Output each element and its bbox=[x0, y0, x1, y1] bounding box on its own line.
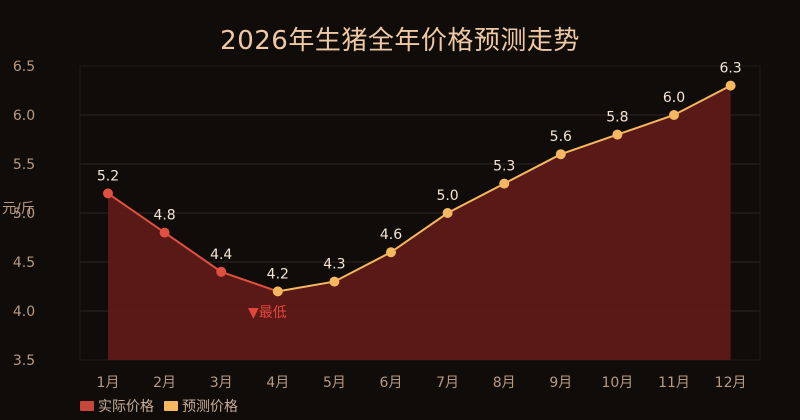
data-point bbox=[159, 227, 170, 238]
legend-label-actual: 实际价格 bbox=[98, 399, 154, 415]
x-tick-label: 4月 bbox=[266, 375, 289, 391]
area-fill bbox=[108, 85, 731, 360]
y-tick-label: 4.0 bbox=[13, 304, 35, 320]
data-point bbox=[216, 266, 227, 277]
data-point bbox=[499, 178, 510, 189]
data-point bbox=[272, 286, 283, 297]
data-point bbox=[386, 247, 396, 258]
data-point bbox=[612, 129, 623, 140]
x-tick-label: 2月 bbox=[153, 375, 176, 391]
data-point bbox=[103, 188, 113, 199]
y-tick-label: 3.5 bbox=[13, 353, 35, 369]
x-tick-label: 9月 bbox=[549, 375, 572, 391]
data-label: 5.2 bbox=[97, 168, 119, 184]
data-label: 4.4 bbox=[210, 247, 232, 263]
legend: 实际价格 预测价格 bbox=[80, 396, 238, 416]
lowest-annotation: ▼最低 bbox=[248, 305, 287, 321]
x-tick-label: 5月 bbox=[323, 375, 346, 391]
x-tick-label: 8月 bbox=[493, 375, 516, 391]
data-point bbox=[669, 110, 679, 120]
legend-swatch-actual bbox=[80, 401, 94, 411]
legend-item-actual[interactable]: 实际价格 bbox=[80, 396, 154, 416]
data-label: 5.8 bbox=[606, 110, 628, 126]
x-tick-label: 7月 bbox=[436, 375, 459, 391]
y-tick-label: 5.5 bbox=[13, 157, 35, 173]
data-label: 6.0 bbox=[663, 90, 685, 106]
data-point bbox=[555, 149, 566, 160]
chart-title: 2026年生猪全年价格预测走势 bbox=[220, 26, 580, 56]
legend-label-forecast: 预测价格 bbox=[182, 399, 238, 415]
data-point bbox=[442, 208, 453, 218]
data-label: 4.8 bbox=[153, 208, 175, 224]
data-label: 6.3 bbox=[719, 61, 741, 77]
data-label: 4.2 bbox=[267, 266, 289, 282]
x-tick-label: 11月 bbox=[658, 375, 690, 391]
data-point bbox=[329, 276, 340, 287]
legend-swatch-forecast bbox=[164, 401, 178, 411]
data-point bbox=[725, 80, 736, 91]
legend-item-forecast[interactable]: 预测价格 bbox=[164, 396, 238, 416]
data-label: 4.3 bbox=[323, 257, 345, 273]
data-label: 5.0 bbox=[436, 188, 458, 204]
y-axis-label: 元/斤 bbox=[2, 201, 35, 217]
y-tick-label: 6.5 bbox=[13, 59, 35, 75]
data-label: 5.3 bbox=[493, 159, 515, 175]
x-tick-label: 6月 bbox=[380, 375, 403, 391]
x-tick-label: 1月 bbox=[97, 375, 120, 391]
data-label: 4.6 bbox=[380, 227, 402, 243]
x-tick-label: 12月 bbox=[715, 375, 747, 391]
x-tick-label: 10月 bbox=[601, 375, 633, 391]
series-line-0 bbox=[107, 192, 279, 293]
x-tick-label: 3月 bbox=[210, 375, 233, 391]
y-tick-label: 4.5 bbox=[13, 255, 35, 271]
y-tick-label: 6.0 bbox=[13, 108, 35, 124]
data-label: 5.6 bbox=[550, 129, 572, 145]
y-tick-label: 5.0 bbox=[13, 206, 35, 222]
